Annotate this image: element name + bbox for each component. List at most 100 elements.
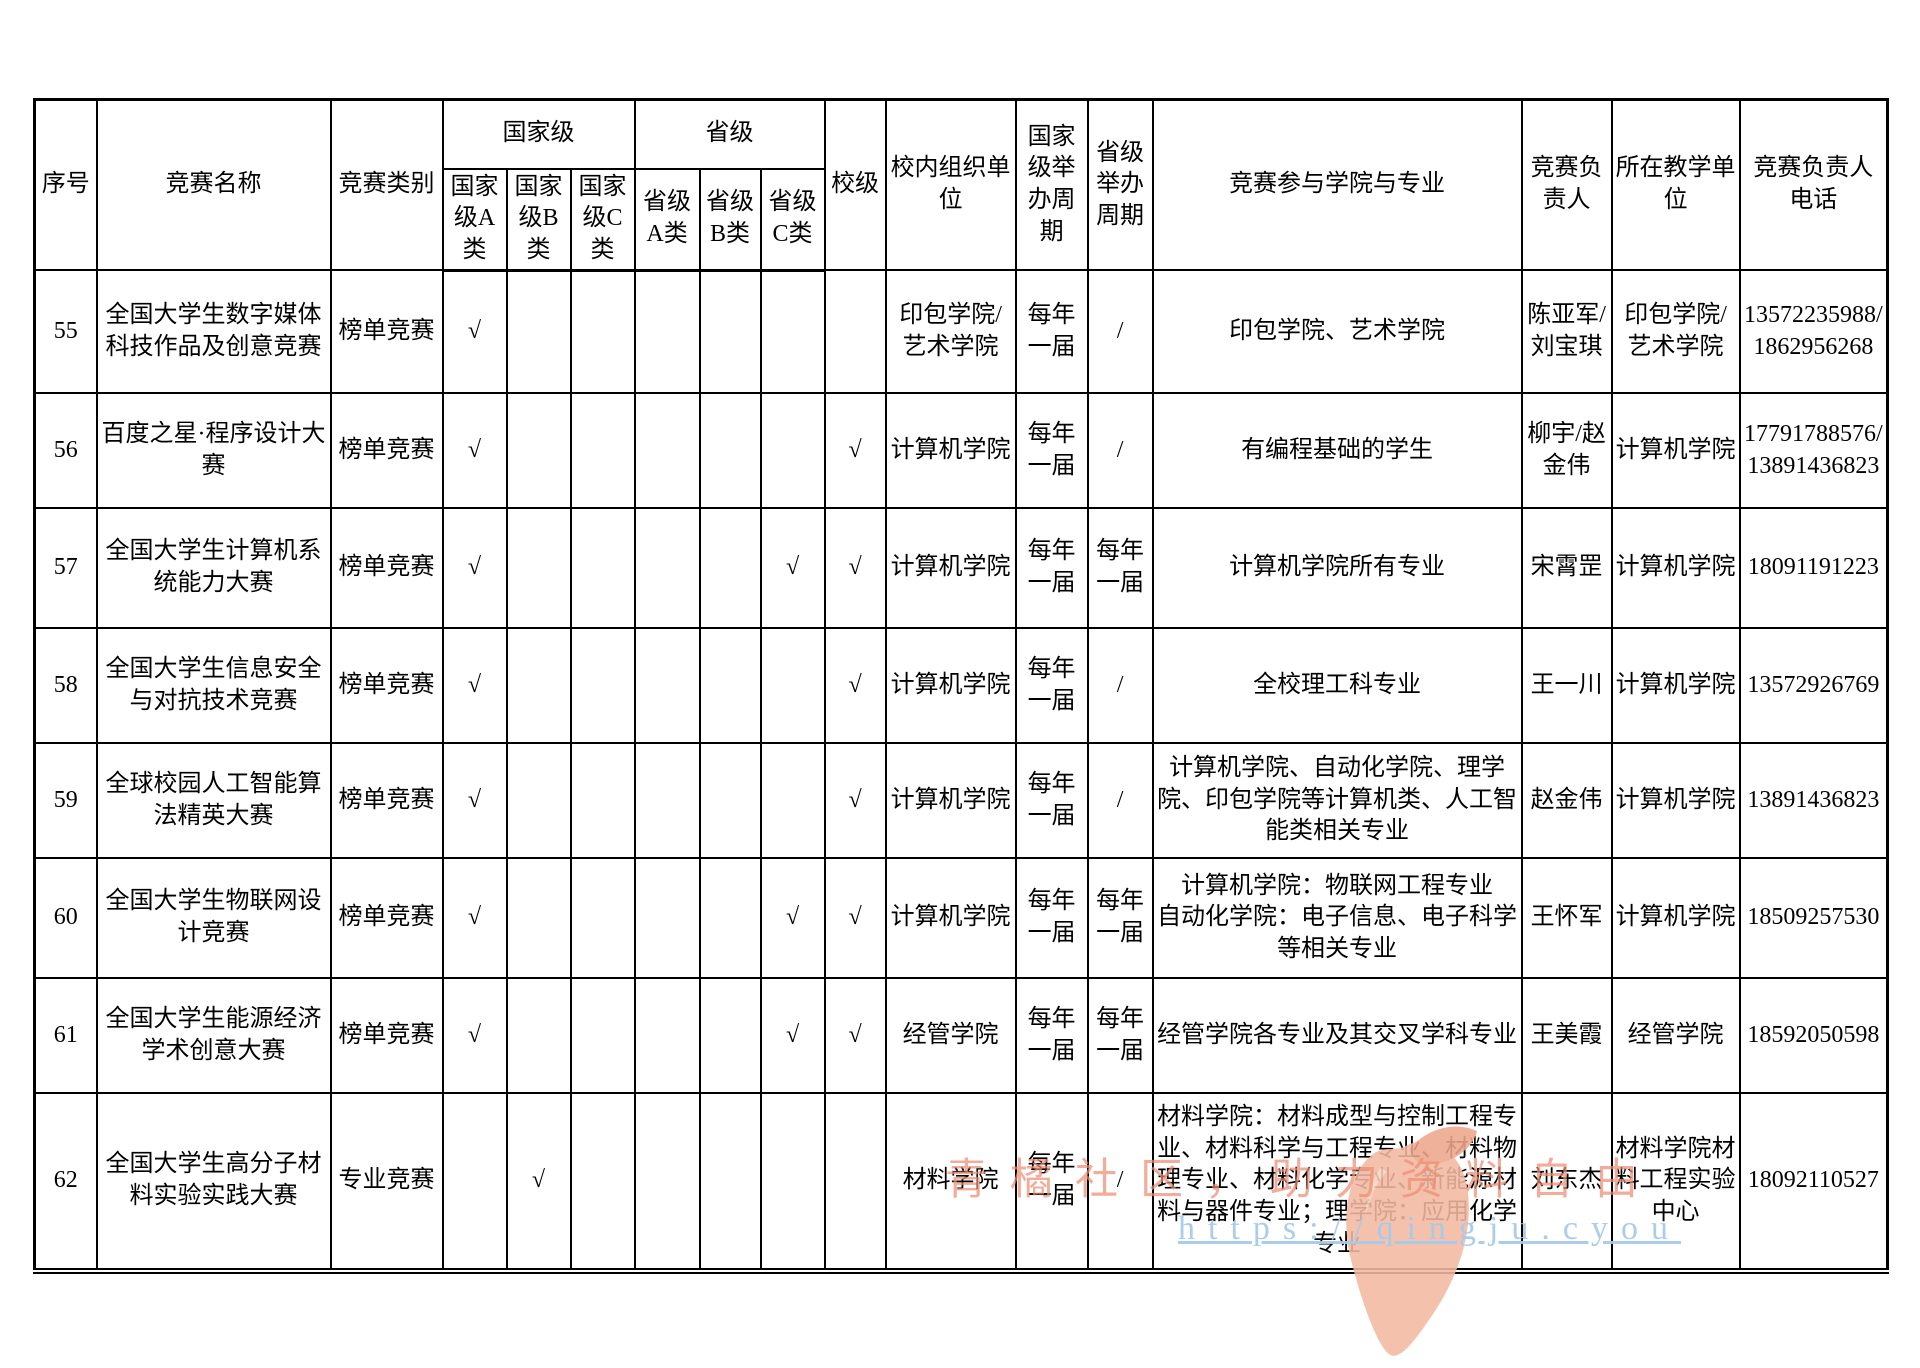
cell-competition-name: 全国大学生计算机系统能力大赛 bbox=[95, 507, 332, 630]
cell-national-b-check bbox=[505, 857, 572, 980]
cell-national-b-check bbox=[505, 742, 572, 860]
cell-competition-name: 全国大学生数字媒体科技作品及创意竞赛 bbox=[95, 269, 332, 395]
cell-national-b-check bbox=[505, 977, 572, 1095]
cell-provincial-a-check bbox=[633, 857, 701, 980]
cell-competition-name: 全国大学生能源经济学术创意大赛 bbox=[95, 977, 332, 1095]
cell-provincial-a-check bbox=[633, 392, 701, 510]
table-row: 55 全国大学生数字媒体科技作品及创意竞赛 榜单竞赛 √ 印包学院/ 艺术学院 … bbox=[33, 269, 1889, 395]
cell-teaching-unit: 经管学院 bbox=[1610, 977, 1741, 1095]
cell-provincial-c-check bbox=[759, 1092, 826, 1275]
cell-competition-name: 百度之星·程序设计大赛 bbox=[95, 392, 332, 510]
cell-seq: 62 bbox=[33, 1092, 98, 1275]
col-header-leader: 竞赛负责人 bbox=[1520, 98, 1613, 272]
col-header-teaching-unit: 所在教学单位 bbox=[1610, 98, 1741, 272]
col-header-national-c: 国家级C类 bbox=[569, 167, 636, 272]
cell-national-cycle: 每年一届 bbox=[1014, 269, 1089, 395]
cell-national-a-check: √ bbox=[441, 392, 508, 510]
cell-school-check: √ bbox=[823, 392, 887, 510]
table-row: 58 全国大学生信息安全与对抗技术竞赛 榜单竞赛 √ √ 计算机学院 每年一届 … bbox=[33, 627, 1889, 745]
cell-teaching-unit: 计算机学院 bbox=[1610, 627, 1741, 745]
col-header-participants: 竞赛参与学院与专业 bbox=[1151, 98, 1523, 272]
cell-participants: 印包学院、艺术学院 bbox=[1151, 269, 1523, 395]
cell-provincial-b-check bbox=[698, 269, 762, 395]
competition-table: 序号 竞赛名称 竞赛类别 国家级 省级 校级 校内组织单位 国家级举办周期 省级… bbox=[33, 98, 1890, 1275]
cell-competition-name: 全国大学生信息安全与对抗技术竞赛 bbox=[95, 627, 332, 745]
cell-organizer: 经管学院 bbox=[884, 977, 1017, 1095]
cell-national-a-check: √ bbox=[441, 742, 508, 860]
cell-leader-phone: 13891436823 bbox=[1738, 742, 1889, 860]
cell-teaching-unit: 计算机学院 bbox=[1610, 742, 1741, 860]
cell-national-c-check bbox=[569, 627, 636, 745]
cell-provincial-c-check bbox=[759, 627, 826, 745]
cell-seq: 57 bbox=[33, 507, 98, 630]
cell-provincial-c-check: √ bbox=[759, 857, 826, 980]
cell-leader-phone: 13572235988/ 1862956268 bbox=[1738, 269, 1889, 395]
cell-national-c-check bbox=[569, 742, 636, 860]
cell-participants: 有编程基础的学生 bbox=[1151, 392, 1523, 510]
cell-competition-type: 榜单竞赛 bbox=[329, 742, 444, 860]
col-header-competition-name: 竞赛名称 bbox=[95, 98, 332, 272]
cell-provincial-a-check bbox=[633, 627, 701, 745]
col-header-national-b: 国家级B类 bbox=[505, 167, 572, 272]
cell-leader: 王一川 bbox=[1520, 627, 1613, 745]
cell-provincial-cycle: / bbox=[1086, 392, 1154, 510]
cell-provincial-a-check bbox=[633, 507, 701, 630]
cell-school-check: √ bbox=[823, 627, 887, 745]
cell-provincial-cycle: / bbox=[1086, 742, 1154, 860]
cell-teaching-unit: 计算机学院 bbox=[1610, 857, 1741, 980]
cell-provincial-cycle: / bbox=[1086, 1092, 1154, 1275]
col-header-provincial-a: 省级A类 bbox=[633, 167, 701, 272]
cell-provincial-b-check bbox=[698, 857, 762, 980]
cell-national-c-check bbox=[569, 1092, 636, 1275]
col-header-provincial-b: 省级B类 bbox=[698, 167, 762, 272]
table-row: 57 全国大学生计算机系统能力大赛 榜单竞赛 √ √ √ 计算机学院 每年一届 … bbox=[33, 507, 1889, 630]
cell-provincial-b-check bbox=[698, 977, 762, 1095]
cell-leader: 柳宇/赵 金伟 bbox=[1520, 392, 1613, 510]
cell-participants: 经管学院各专业及其交叉学科专业 bbox=[1151, 977, 1523, 1095]
cell-leader-phone: 18592050598 bbox=[1738, 977, 1889, 1095]
cell-provincial-cycle: / bbox=[1086, 269, 1154, 395]
cell-provincial-c-check: √ bbox=[759, 507, 826, 630]
cell-provincial-b-check bbox=[698, 742, 762, 860]
cell-participants: 材料学院：材料成型与控制工程专业、材料科学与工程专业、材料物理专业、材料化学专业… bbox=[1151, 1092, 1523, 1275]
cell-national-cycle: 每年一届 bbox=[1014, 977, 1089, 1095]
cell-competition-name: 全国大学生高分子材料实验实践大赛 bbox=[95, 1092, 332, 1275]
cell-national-a-check: √ bbox=[441, 977, 508, 1095]
col-header-provincial-c: 省级C类 bbox=[759, 167, 826, 272]
cell-national-b-check: √ bbox=[505, 1092, 572, 1275]
cell-national-b-check bbox=[505, 392, 572, 510]
cell-national-c-check bbox=[569, 857, 636, 980]
cell-organizer: 材料学院 bbox=[884, 1092, 1017, 1275]
cell-organizer: 印包学院/ 艺术学院 bbox=[884, 269, 1017, 395]
col-header-competition-type: 竞赛类别 bbox=[329, 98, 444, 272]
cell-national-cycle: 每年一届 bbox=[1014, 392, 1089, 510]
col-header-national-a: 国家级A类 bbox=[441, 167, 508, 272]
cell-school-check: √ bbox=[823, 507, 887, 630]
cell-teaching-unit: 计算机学院 bbox=[1610, 392, 1741, 510]
cell-seq: 60 bbox=[33, 857, 98, 980]
cell-organizer: 计算机学院 bbox=[884, 857, 1017, 980]
cell-school-check bbox=[823, 1092, 887, 1275]
cell-school-check bbox=[823, 269, 887, 395]
cell-provincial-a-check bbox=[633, 269, 701, 395]
cell-national-cycle: 每年一届 bbox=[1014, 1092, 1089, 1275]
cell-provincial-b-check bbox=[698, 392, 762, 510]
cell-national-c-check bbox=[569, 977, 636, 1095]
col-header-seq: 序号 bbox=[33, 98, 98, 272]
cell-seq: 59 bbox=[33, 742, 98, 860]
cell-competition-name: 全国大学生物联网设计竞赛 bbox=[95, 857, 332, 980]
cell-seq: 58 bbox=[33, 627, 98, 745]
table-row: 61 全国大学生能源经济学术创意大赛 榜单竞赛 √ √ √ 经管学院 每年一届 … bbox=[33, 977, 1889, 1095]
cell-competition-type: 榜单竞赛 bbox=[329, 392, 444, 510]
cell-competition-type: 榜单竞赛 bbox=[329, 507, 444, 630]
col-header-leader-phone: 竞赛负责人电话 bbox=[1738, 98, 1889, 272]
cell-provincial-b-check bbox=[698, 627, 762, 745]
cell-provincial-c-check bbox=[759, 269, 826, 395]
cell-school-check: √ bbox=[823, 977, 887, 1095]
cell-participants: 计算机学院所有专业 bbox=[1151, 507, 1523, 630]
cell-participants: 计算机学院：物联网工程专业 自动化学院：电子信息、电子科学等相关专业 bbox=[1151, 857, 1523, 980]
cell-national-a-check bbox=[441, 1092, 508, 1275]
cell-seq: 56 bbox=[33, 392, 98, 510]
cell-teaching-unit: 材料学院材料工程实验中心 bbox=[1610, 1092, 1741, 1275]
